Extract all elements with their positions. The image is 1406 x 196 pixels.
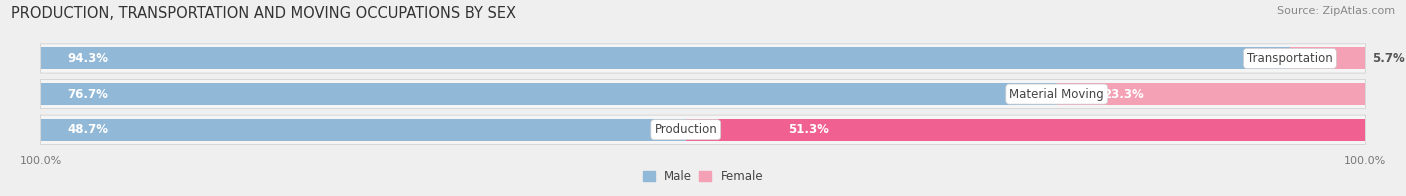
Text: 48.7%: 48.7%: [67, 123, 108, 136]
Bar: [1289, 47, 1365, 70]
Text: Production: Production: [654, 123, 717, 136]
Text: Material Moving: Material Moving: [1010, 88, 1104, 101]
FancyBboxPatch shape: [41, 44, 1365, 73]
FancyBboxPatch shape: [41, 79, 1365, 109]
Text: 5.7%: 5.7%: [1372, 52, 1405, 65]
Text: 76.7%: 76.7%: [67, 88, 108, 101]
Text: PRODUCTION, TRANSPORTATION AND MOVING OCCUPATIONS BY SEX: PRODUCTION, TRANSPORTATION AND MOVING OC…: [11, 6, 516, 21]
Legend: Male, Female: Male, Female: [638, 166, 768, 188]
Text: Source: ZipAtlas.com: Source: ZipAtlas.com: [1277, 6, 1395, 16]
Text: Transportation: Transportation: [1247, 52, 1333, 65]
Bar: [41, 83, 1057, 105]
Bar: [41, 47, 1289, 70]
Text: 23.3%: 23.3%: [1104, 88, 1144, 101]
Text: 51.3%: 51.3%: [787, 123, 828, 136]
Text: 94.3%: 94.3%: [67, 52, 108, 65]
Bar: [1057, 83, 1365, 105]
Bar: [41, 119, 686, 141]
FancyBboxPatch shape: [41, 115, 1365, 144]
Bar: [686, 119, 1365, 141]
